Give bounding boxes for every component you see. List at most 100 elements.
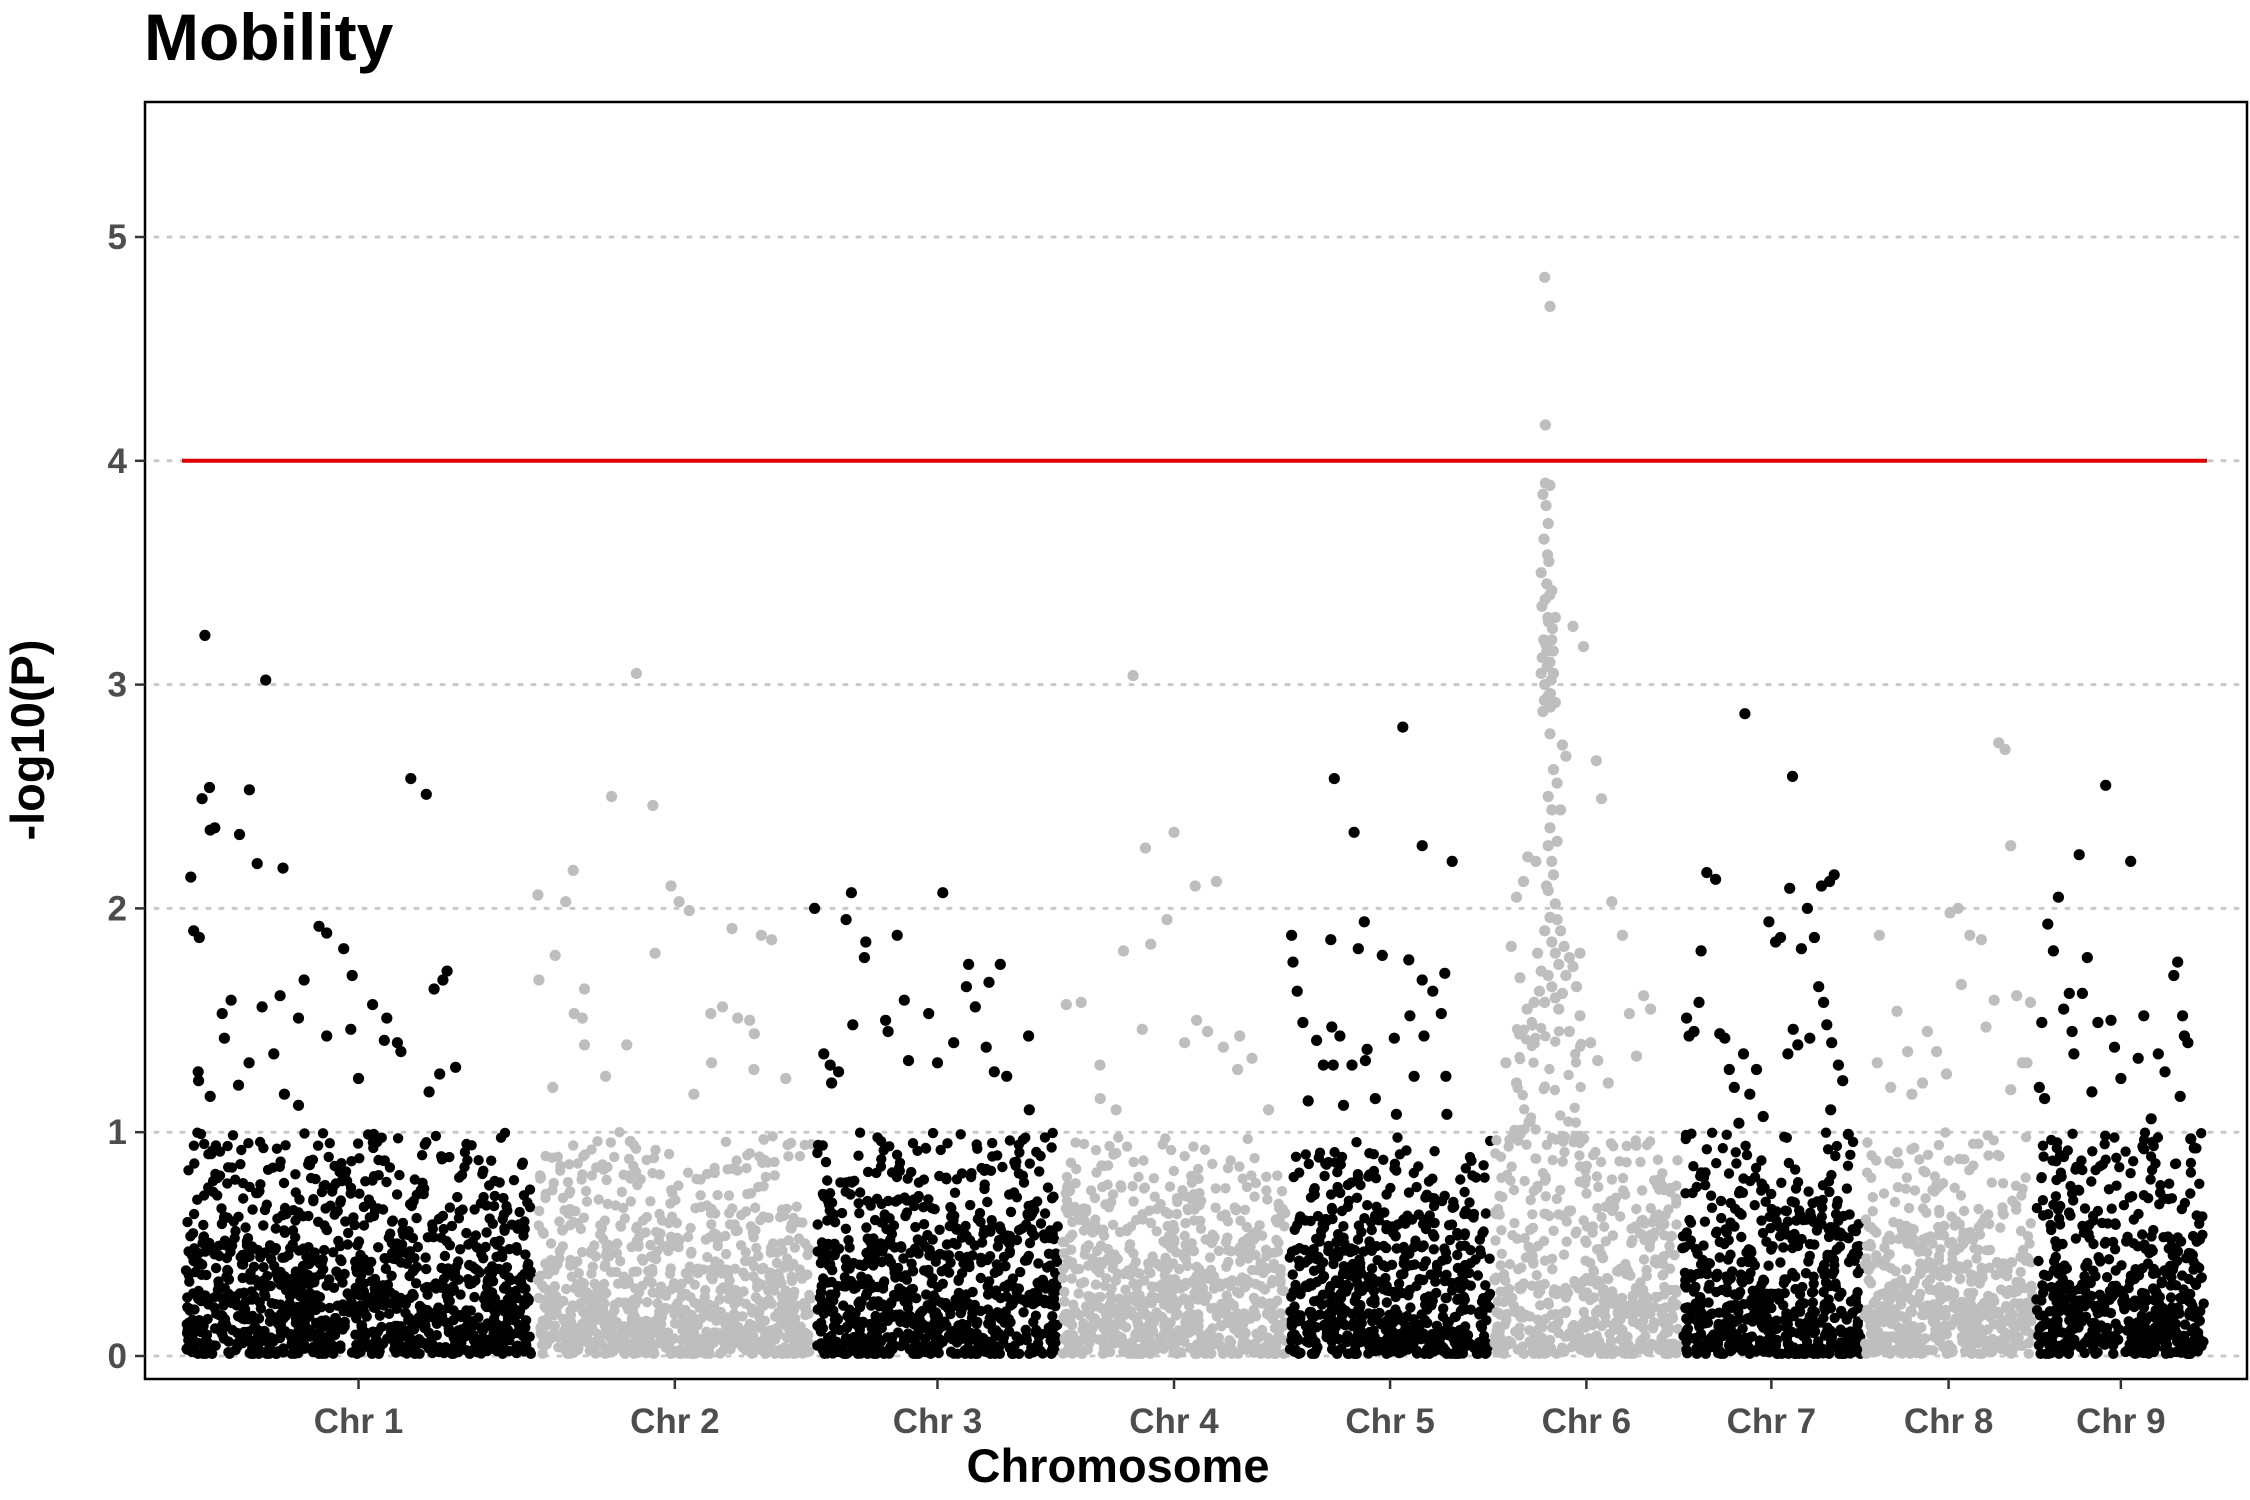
snp-point (297, 1260, 309, 1272)
snp-point (1159, 1322, 1171, 1334)
snp-point (305, 1331, 316, 1342)
snp-point (639, 1323, 650, 1334)
snp-point (243, 1312, 254, 1324)
snp-point (689, 1331, 701, 1343)
snp-point (1494, 1345, 1505, 1357)
snp-point (647, 1267, 658, 1278)
snp-point (478, 1191, 489, 1203)
snp-point (1242, 1233, 1253, 1244)
snp-point (1559, 1131, 1571, 1142)
snp-point (522, 1261, 533, 1272)
snp-point (967, 1286, 978, 1298)
snp-point (501, 1201, 512, 1212)
snp-point (1519, 1175, 1530, 1187)
snp-point (827, 1348, 838, 1359)
snp-point (590, 1348, 601, 1359)
snp-point (1414, 1273, 1425, 1285)
snp-point (1240, 1327, 1251, 1339)
snp-point (1195, 1293, 1207, 1304)
snp-point (1652, 1291, 1663, 1303)
snp-point (568, 1140, 579, 1151)
snp-point (1020, 1324, 1031, 1336)
snp-point (1531, 1270, 1542, 1281)
snp-point (1013, 1224, 1025, 1236)
snp-point (1300, 1149, 1312, 1160)
snp-point (800, 1303, 811, 1314)
snp-point (327, 1186, 338, 1197)
snp-point (1295, 1211, 1306, 1222)
snp-point (875, 1238, 886, 1249)
snp-point (398, 1229, 409, 1241)
snp-point (1480, 1280, 1491, 1291)
snp-point (486, 1155, 497, 1166)
snp-point (1059, 1286, 1070, 1298)
snp-point (364, 1342, 375, 1353)
snp-point (949, 1187, 961, 1199)
snp-point (1075, 1278, 1087, 1289)
snp-point (316, 1257, 328, 1268)
snp-point (1420, 1256, 1432, 1267)
snp-point (979, 1224, 990, 1236)
snp-point (238, 1193, 249, 1204)
snp-point (236, 1259, 248, 1270)
snp-point (1400, 1323, 1411, 1334)
snp-point (1271, 1341, 1282, 1352)
snp-point (1756, 1185, 1767, 1196)
snp-point (960, 1348, 971, 1360)
snp-point (1842, 1160, 1854, 1172)
snp-point (1134, 1331, 1145, 1343)
snp-point (253, 1325, 264, 1336)
snp-point (1133, 1318, 1144, 1330)
snp-point (1449, 1337, 1461, 1348)
snp-point (478, 1293, 490, 1305)
snp-point (702, 1251, 713, 1263)
snp-point (1178, 1251, 1189, 1262)
snp-point (957, 1318, 968, 1330)
snp-point (880, 1214, 891, 1225)
snp-point (379, 1155, 390, 1166)
snp-point (1395, 1347, 1406, 1358)
snp-point (270, 1243, 282, 1254)
snp-point (1575, 1081, 1586, 1093)
snp-point (1030, 1310, 1042, 1321)
snp-point (486, 1268, 498, 1279)
snp-point (1196, 1195, 1207, 1207)
snp-point (1245, 1241, 1256, 1252)
snp-point (789, 1348, 800, 1360)
snp-point (1484, 1253, 1495, 1264)
snp-point (586, 1170, 598, 1181)
snp-point (748, 1261, 760, 1272)
snp-point (466, 1278, 478, 1289)
snp-point (1329, 1147, 1340, 1158)
snp-point (1221, 1317, 1232, 1329)
snp-point (1308, 1244, 1319, 1255)
snp-point (259, 1204, 271, 1216)
snp-point (1452, 1249, 1463, 1261)
snp-point (411, 1212, 422, 1224)
snp-point (380, 1263, 392, 1275)
snp-point (1514, 1284, 1526, 1295)
snp-point (712, 1235, 724, 1247)
snp-point (1144, 1311, 1155, 1323)
snp-point (1029, 1298, 1040, 1309)
snp-point (1237, 1319, 1249, 1330)
snp-point (1100, 1308, 1111, 1319)
snp-point (436, 1262, 447, 1274)
snp-point (913, 1311, 924, 1323)
snp-point (470, 1230, 482, 1241)
snp-point (520, 1249, 531, 1260)
snp-point (1368, 1325, 1379, 1336)
snp-point (340, 1216, 351, 1227)
snp-point (1625, 1270, 1636, 1281)
snp-point (637, 1215, 649, 1226)
snp-point (271, 1269, 283, 1280)
snp-point (1494, 1190, 1505, 1202)
snp-point (1046, 1142, 1057, 1153)
snp-point (883, 1253, 894, 1264)
snp-point (198, 1231, 210, 1242)
snp-point (1740, 1140, 1751, 1152)
snp-point (1390, 1310, 1401, 1322)
snp-point (565, 1220, 576, 1231)
snp-point (1090, 1293, 1101, 1305)
background-points-chr-2 (532, 1127, 817, 1360)
